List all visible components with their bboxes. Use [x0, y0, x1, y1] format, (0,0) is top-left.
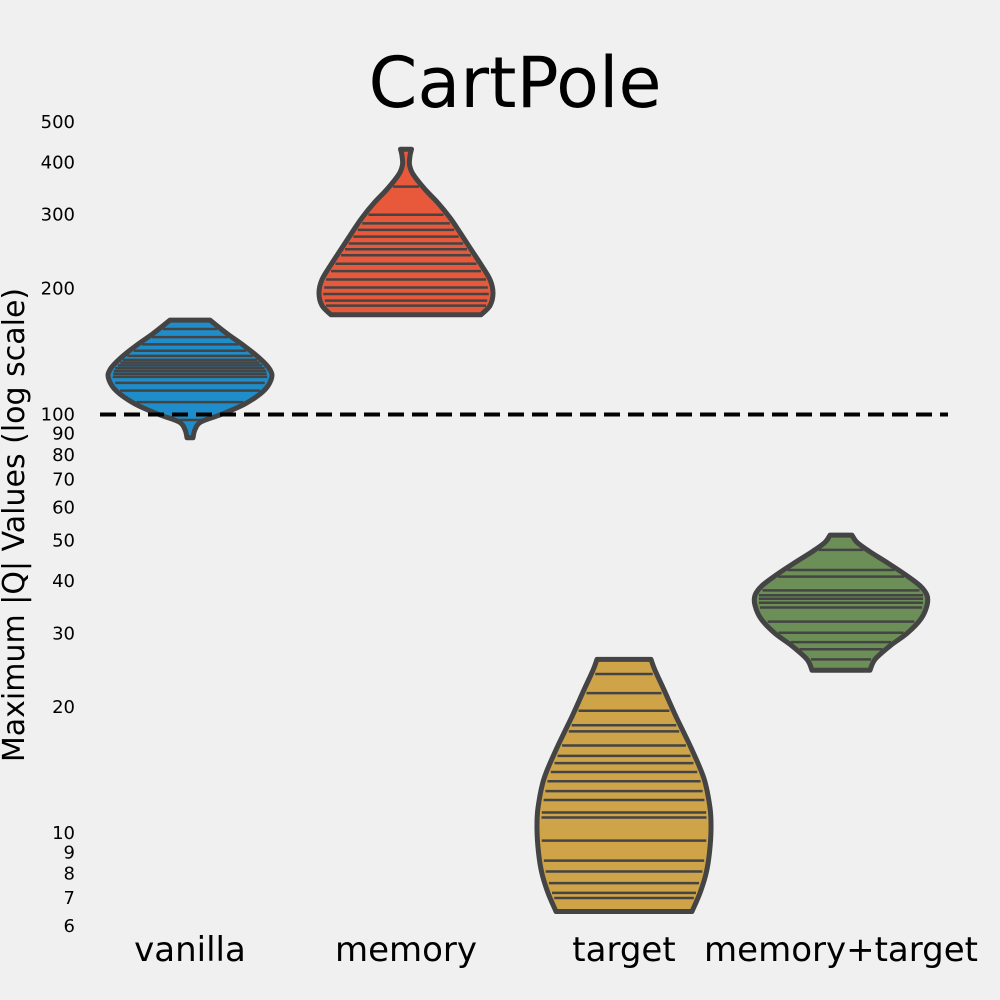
violin-memory-target: [751, 532, 931, 673]
y-tick-label: 6: [64, 916, 75, 937]
violin-vanilla: [105, 317, 275, 441]
y-tick-label: 500: [41, 112, 75, 133]
y-tick-label: 7: [64, 888, 75, 909]
y-tick-label: 70: [52, 469, 75, 490]
y-tick-label: 400: [41, 152, 75, 173]
y-tick-label: 10: [52, 823, 75, 844]
y-tick-label: 30: [52, 623, 75, 644]
y-tick-label: 90: [52, 424, 75, 445]
violin-target: [534, 656, 714, 914]
y-tick-label: 60: [52, 497, 75, 518]
y-tick-label: 100: [41, 404, 75, 425]
x-category-label: memory: [335, 930, 477, 970]
violin-body: [316, 146, 496, 318]
y-tick-label: 80: [52, 445, 75, 466]
chart-title: CartPole: [368, 42, 661, 124]
x-category-label: vanilla: [134, 930, 246, 970]
category-labels: vanilla memory target memory+target: [134, 930, 978, 970]
violin-memory: [316, 146, 496, 318]
x-category-label: target: [572, 930, 675, 970]
y-tick-label: 40: [52, 571, 75, 592]
x-category-label: memory+target: [704, 930, 978, 970]
y-axis-label: Maximum |Q| Values (log scale): [0, 288, 32, 762]
y-tick-label: 200: [41, 278, 75, 299]
y-tick-label: 20: [52, 697, 75, 718]
violin-body: [534, 656, 714, 914]
y-tick-label: 50: [52, 531, 75, 552]
violins: [105, 146, 931, 914]
y-tick-label: 8: [64, 864, 75, 885]
y-tick-label: 9: [64, 842, 75, 863]
y-tick-label: 300: [41, 205, 75, 226]
